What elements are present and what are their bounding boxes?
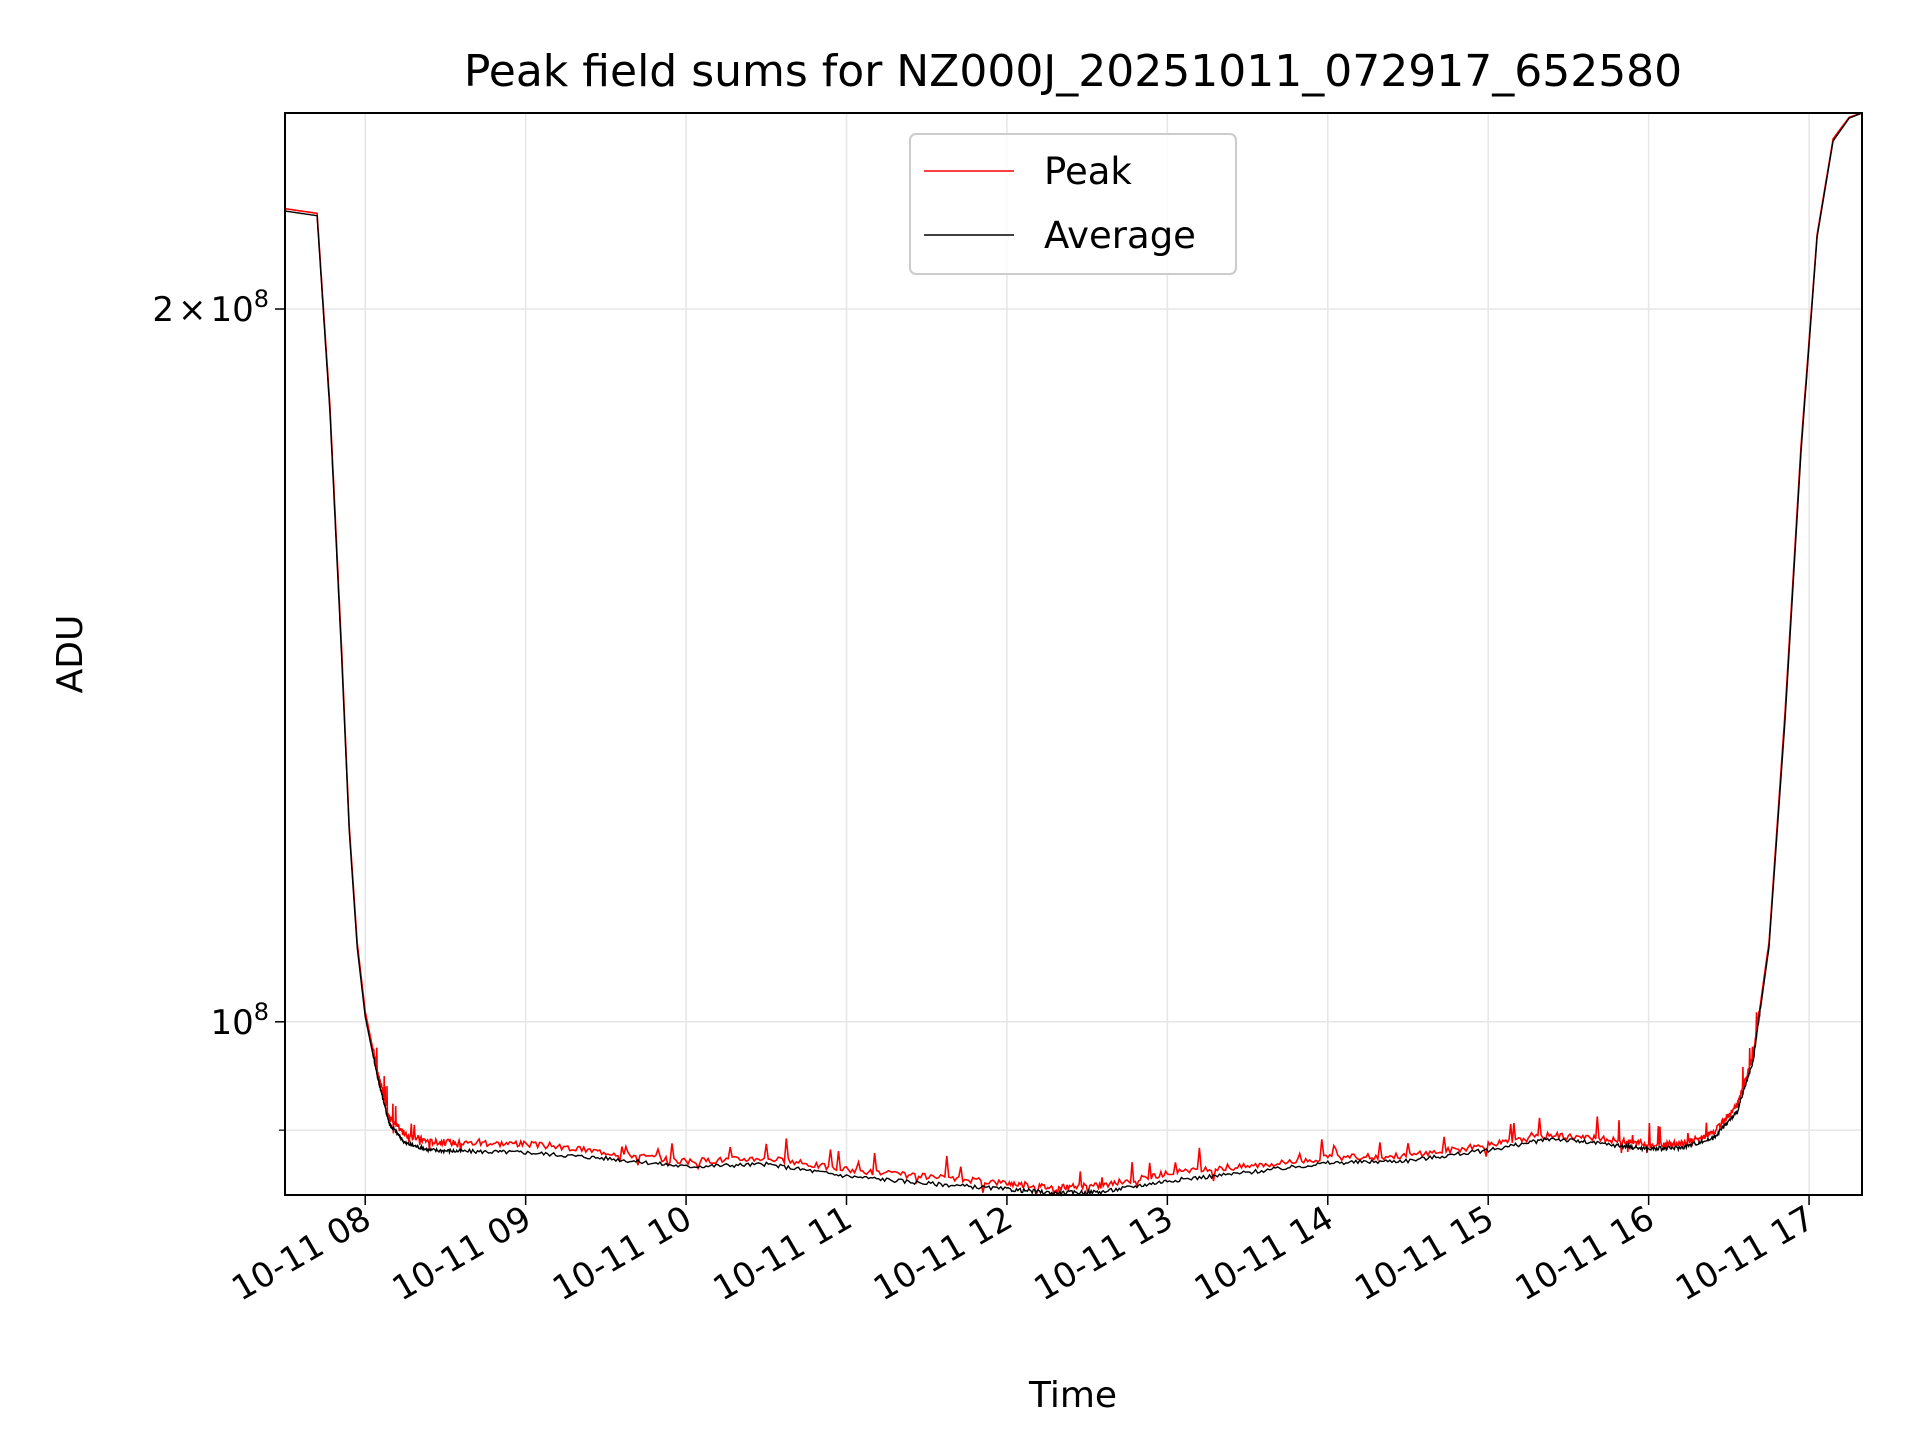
series-line-average	[284, 112, 1863, 1198]
y-tick-label-times: ×	[178, 290, 207, 330]
chart-title: Peak field sums for NZ000J_20251011_0729…	[464, 46, 1682, 97]
legend: Peak Average	[909, 133, 1237, 275]
grid	[285, 113, 1862, 1195]
y-tick-label-base: 10	[210, 1003, 253, 1043]
y-tick-label-exp: 8	[254, 998, 269, 1026]
legend-box	[909, 133, 1237, 275]
x-axis-label: Time	[1028, 1375, 1117, 1416]
plot-frame	[284, 112, 1863, 1196]
y-tick-label: 108	[210, 998, 269, 1043]
legend-label-peak: Peak	[1044, 150, 1132, 193]
legend-label-average: Average	[1044, 214, 1196, 257]
y-tick-label-mant: 2	[152, 290, 174, 330]
y-tick-label-base: 10	[210, 290, 253, 330]
y-tick-label-exp: 8	[254, 285, 269, 313]
y-tick-label: 2 × 108	[152, 285, 269, 330]
y-axis-label: ADU	[50, 615, 91, 694]
series-layer	[284, 112, 1863, 1198]
